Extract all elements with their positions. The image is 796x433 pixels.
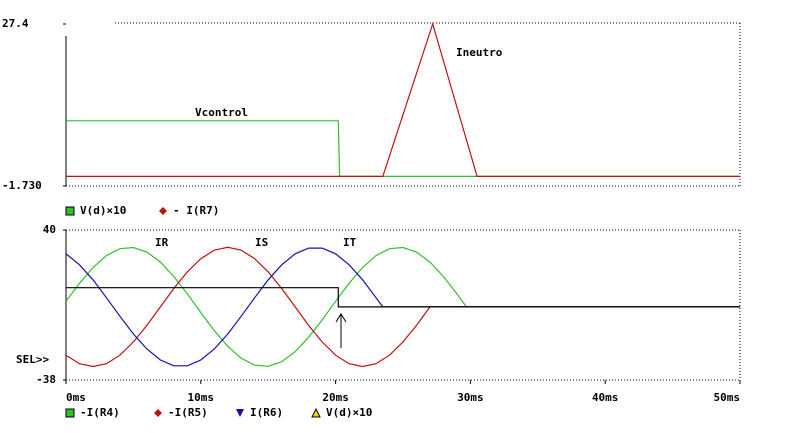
series-line [65, 246, 740, 367]
y-tick-label: 27.4 [2, 17, 29, 30]
series-line [66, 120, 740, 177]
x-tick-label: 10ms [188, 391, 215, 404]
annotation: SEL>> [16, 353, 49, 366]
legend-label: -I(R5) [168, 406, 208, 419]
y-tick-label: -1.730 [2, 179, 42, 192]
series-line [66, 287, 740, 308]
y-tick-label: 40 [43, 223, 56, 236]
series-line [65, 246, 740, 368]
legend-marker [236, 409, 244, 417]
annotation: Ineutro [456, 46, 503, 59]
legend-label: V(d)×10 [326, 406, 372, 419]
series-line [65, 247, 740, 367]
series-line [66, 21, 740, 177]
annotation: Vcontrol [195, 106, 248, 119]
legend-marker [65, 206, 75, 216]
legend-label: V(d)×10 [80, 204, 126, 217]
x-tick-label: 30ms [457, 391, 484, 404]
x-tick-label: 0ms [66, 391, 86, 404]
legend-marker [311, 407, 321, 418]
legend-marker [154, 409, 162, 417]
annotation: IS [255, 236, 268, 249]
cursor-arrow [335, 313, 347, 323]
legend-label: -I(R4) [80, 406, 120, 419]
x-tick-label: 40ms [592, 391, 619, 404]
annotation: IR [155, 236, 169, 249]
annotation: IT [343, 236, 357, 249]
legend-marker [65, 408, 75, 418]
legend-marker [159, 207, 167, 215]
x-tick-label: 50ms [714, 391, 741, 404]
legend-label: - I(R7) [173, 204, 219, 217]
x-tick-label: 20ms [322, 391, 349, 404]
legend-label: I(R6) [250, 406, 283, 419]
y-tick-label: -38 [36, 373, 56, 386]
